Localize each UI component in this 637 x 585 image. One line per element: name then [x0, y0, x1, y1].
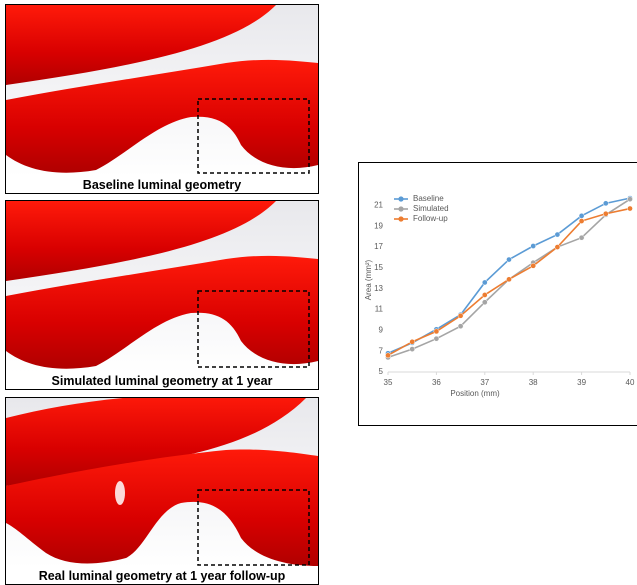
marker — [481, 299, 488, 306]
marker — [481, 279, 488, 286]
marker — [506, 256, 512, 263]
y-tick-label: 11 — [375, 305, 384, 314]
caption: Baseline luminal geometry — [82, 178, 242, 192]
legend-label: Follow-up — [413, 214, 448, 223]
y-tick-label: 13 — [374, 284, 383, 293]
legend-label: Simulated — [413, 204, 449, 213]
marker — [530, 262, 537, 269]
x-axis-label: Position (mm) — [450, 389, 500, 398]
x-tick-label: 36 — [432, 378, 441, 387]
marker — [602, 200, 609, 207]
marker — [409, 338, 416, 345]
x-tick-label: 39 — [577, 378, 586, 387]
marker — [409, 346, 416, 352]
x-tick-label: 35 — [384, 378, 393, 387]
marker — [554, 244, 561, 250]
marker — [578, 234, 585, 241]
marker — [433, 335, 440, 342]
marker — [433, 328, 440, 335]
y-tick-label: 9 — [379, 325, 384, 334]
marker — [627, 205, 633, 212]
caption: Simulated luminal geometry at 1 year — [51, 374, 273, 388]
render — [6, 398, 318, 568]
legend-marker — [398, 196, 404, 202]
y-tick-label: 15 — [374, 263, 383, 272]
marker — [385, 352, 391, 359]
y-axis-label: Area (mm²) — [364, 259, 373, 300]
marker — [578, 212, 585, 219]
marker — [554, 231, 561, 238]
y-tick-label: 21 — [374, 201, 383, 210]
y-tick-label: 17 — [374, 242, 383, 251]
legend-marker — [398, 206, 404, 212]
marker — [602, 210, 609, 217]
render-panel: Baseline luminal geometry — [5, 4, 319, 194]
marker — [506, 276, 512, 283]
legend-label: Baseline — [413, 194, 444, 203]
marker — [481, 292, 488, 298]
marker — [457, 323, 464, 330]
y-tick-label: 19 — [374, 221, 383, 230]
y-tick-label: 5 — [379, 367, 384, 376]
chart-frame — [358, 162, 637, 426]
legend-marker — [398, 216, 404, 222]
marker — [578, 218, 585, 224]
y-tick-label: 7 — [379, 346, 384, 355]
x-tick-label: 40 — [626, 378, 635, 387]
marker — [530, 243, 537, 249]
x-tick-label: 37 — [480, 378, 489, 387]
marker — [627, 196, 633, 203]
render — [6, 201, 318, 373]
caption: Real luminal geometry at 1 year follow-u… — [38, 569, 286, 583]
marker — [457, 312, 464, 319]
render-panel: Real luminal geometry at 1 year follow-u… — [5, 397, 319, 585]
chart: Position (mm) Area (mm²) 5 7 9 11 13 15 17 19 21… — [358, 162, 637, 426]
x-tick-label: 38 — [529, 378, 538, 387]
render — [6, 5, 318, 177]
render-panel: Simulated luminal geometry at 1 year — [5, 200, 319, 390]
